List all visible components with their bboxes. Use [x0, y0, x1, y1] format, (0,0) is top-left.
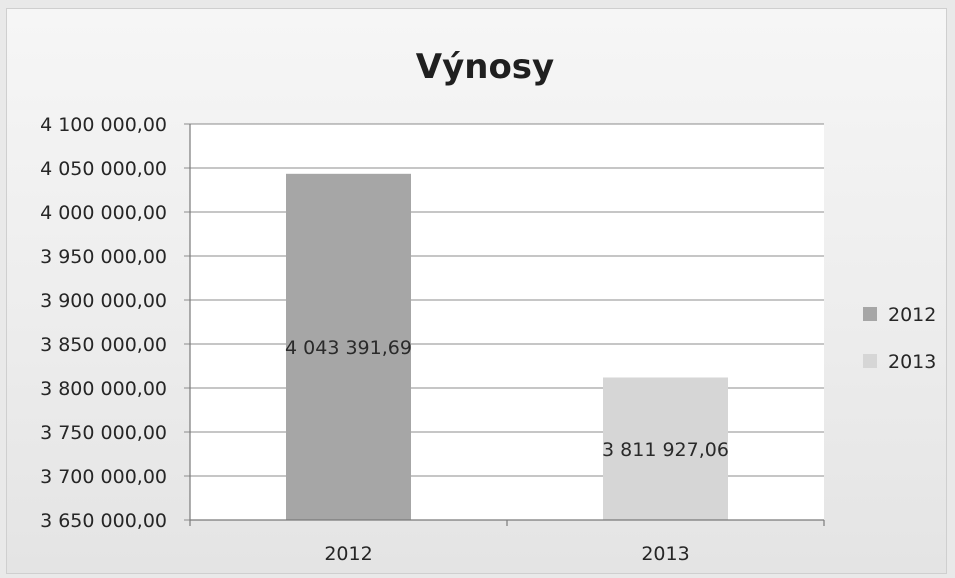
y-tick-label: 3 650 000,00	[40, 510, 167, 532]
legend: 2012 2013	[863, 304, 936, 373]
data-label-2013: 3 811 927,06	[602, 439, 729, 461]
bar-2012	[286, 173, 411, 520]
y-tick-label: 4 000 000,00	[40, 202, 167, 224]
axes	[189, 124, 825, 526]
bar-2013	[603, 377, 728, 520]
legend-swatch-2012	[863, 307, 877, 321]
x-tick-label-2012: 2012	[324, 543, 372, 565]
y-tick-label: 3 900 000,00	[40, 290, 167, 312]
y-tick-label: 3 750 000,00	[40, 422, 167, 444]
y-axis-tick-labels: 3 650 000,00 3 700 000,00 3 750 000,00 3 80…	[40, 114, 167, 532]
legend-swatch-2013	[863, 354, 877, 368]
y-tick-label: 3 850 000,00	[40, 334, 167, 356]
y-tick-label: 3 950 000,00	[40, 246, 167, 268]
y-tick-label: 4 050 000,00	[40, 158, 167, 180]
y-tick-label: 3 800 000,00	[40, 378, 167, 400]
bars	[286, 173, 728, 520]
x-axis-category-labels: 2012 2013	[324, 543, 689, 565]
legend-label-2012: 2012	[888, 304, 936, 326]
y-tick-label: 3 700 000,00	[40, 466, 167, 488]
data-labels: 4 043 391,69 3 811 927,06	[285, 337, 729, 461]
x-tick-label-2013: 2013	[641, 543, 689, 565]
data-label-2012: 4 043 391,69	[285, 337, 412, 359]
y-tick-label: 4 100 000,00	[40, 114, 167, 136]
legend-label-2013: 2013	[888, 351, 936, 373]
chart-title: Výnosy	[416, 47, 554, 87]
